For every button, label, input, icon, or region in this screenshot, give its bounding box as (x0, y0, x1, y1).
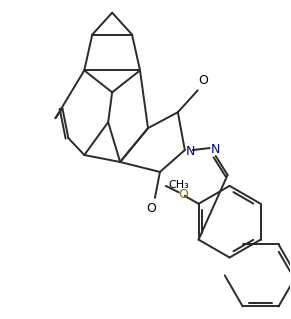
Text: N: N (186, 145, 195, 158)
Text: N: N (211, 143, 220, 156)
Text: CH₃: CH₃ (169, 180, 189, 190)
Text: O: O (178, 188, 188, 201)
Text: O: O (146, 202, 156, 215)
Text: O: O (199, 74, 209, 87)
